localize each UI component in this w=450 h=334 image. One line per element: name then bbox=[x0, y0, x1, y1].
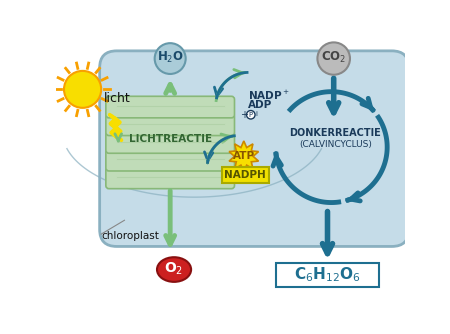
FancyBboxPatch shape bbox=[106, 167, 234, 189]
FancyBboxPatch shape bbox=[222, 167, 269, 182]
Circle shape bbox=[155, 43, 186, 74]
FancyBboxPatch shape bbox=[106, 149, 234, 171]
Circle shape bbox=[64, 71, 101, 108]
Text: licht: licht bbox=[104, 92, 131, 105]
Text: NADP$^+$: NADP$^+$ bbox=[248, 89, 290, 102]
Text: (CALVINCYCLUS): (CALVINCYCLUS) bbox=[299, 140, 372, 149]
Text: P: P bbox=[249, 112, 253, 118]
Text: C$_6$H$_{12}$O$_6$: C$_6$H$_{12}$O$_6$ bbox=[294, 266, 361, 284]
Text: NADPH: NADPH bbox=[225, 170, 266, 180]
Text: CO$_2$: CO$_2$ bbox=[321, 50, 347, 65]
Text: chloroplast: chloroplast bbox=[101, 231, 159, 241]
Polygon shape bbox=[229, 141, 259, 172]
Circle shape bbox=[247, 111, 255, 119]
Ellipse shape bbox=[157, 257, 191, 282]
FancyBboxPatch shape bbox=[106, 114, 234, 136]
Text: +: + bbox=[240, 110, 248, 120]
Text: LICHTREACTIE: LICHTREACTIE bbox=[129, 134, 212, 144]
Text: DONKERREACTIE: DONKERREACTIE bbox=[289, 128, 381, 138]
FancyBboxPatch shape bbox=[106, 132, 234, 153]
FancyBboxPatch shape bbox=[106, 96, 234, 118]
Text: ADP: ADP bbox=[248, 100, 273, 110]
FancyBboxPatch shape bbox=[99, 51, 409, 246]
Circle shape bbox=[317, 42, 350, 75]
FancyBboxPatch shape bbox=[276, 263, 378, 287]
Text: O$_2$: O$_2$ bbox=[164, 261, 184, 277]
Text: H$_2$O: H$_2$O bbox=[157, 50, 184, 65]
Text: ATP: ATP bbox=[233, 151, 255, 161]
Text: i: i bbox=[256, 111, 257, 117]
